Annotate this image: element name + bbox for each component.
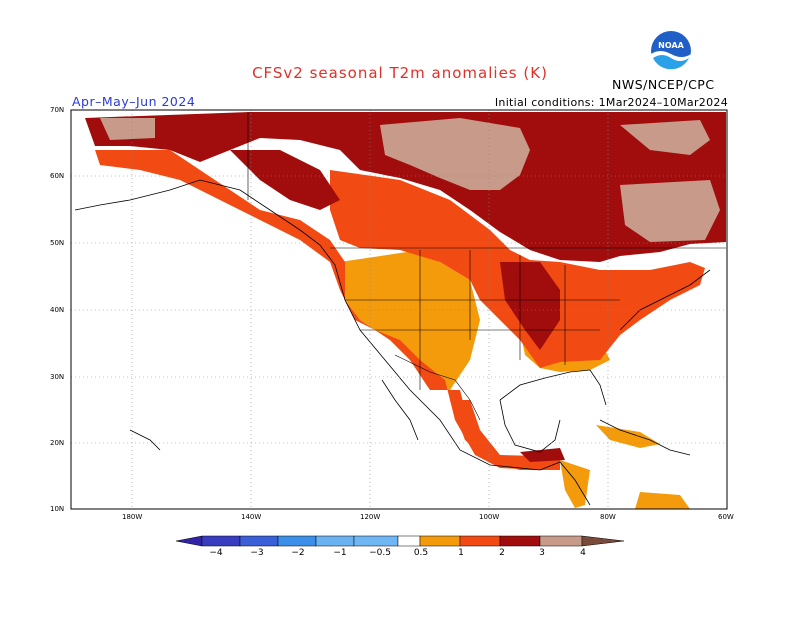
forecast-period: Apr–May–Jun 2024 — [72, 94, 196, 109]
lat-label-60n: 60N — [50, 172, 65, 180]
lat-label-20n: 20N — [50, 439, 65, 447]
colorbar-label: −2 — [291, 548, 305, 558]
initial-conditions: Initial conditions: 1Mar2024–10Mar2024 — [494, 96, 728, 109]
gridlines — [71, 110, 727, 509]
lat-label-70n: 70N — [50, 106, 65, 114]
colorbar-label: 0.5 — [413, 548, 429, 558]
lat-label-10n: 10N — [50, 505, 65, 513]
noaa-logo-icon: NOAA — [651, 31, 691, 72]
colorbar-label: −4 — [209, 548, 223, 558]
map-title: CFSv2 seasonal T2m anomalies (K) — [252, 64, 548, 82]
colorbar-label: 1 — [458, 548, 464, 558]
lon-label-140w: 140W — [241, 513, 262, 521]
colorbar-label: −3 — [250, 548, 264, 558]
svg-text:NOAA: NOAA — [658, 41, 684, 50]
agency-label: NWS/NCEP/CPC — [612, 77, 715, 92]
anomaly-field-2-3 — [85, 112, 726, 462]
colorbar — [175, 535, 625, 547]
lon-label-80w: 80W — [600, 513, 616, 521]
colorbar-label: 3 — [539, 548, 545, 558]
colorbar-label: −1 — [333, 548, 347, 558]
borders — [247, 112, 726, 421]
colorbar-label: −0.5 — [369, 548, 391, 558]
anomaly-field-3-4 — [100, 118, 720, 242]
lon-label-60w: 60W — [718, 513, 734, 521]
lon-label-180w: 180W — [122, 513, 143, 521]
lat-label-50n: 50N — [50, 239, 65, 247]
lon-label-120w: 120W — [360, 513, 381, 521]
lon-label-100w: 100W — [479, 513, 500, 521]
colorbar-label: 2 — [499, 548, 505, 558]
colorbar-label: 4 — [580, 548, 586, 558]
lat-label-30n: 30N — [50, 373, 65, 381]
lat-label-40n: 40N — [50, 306, 65, 314]
